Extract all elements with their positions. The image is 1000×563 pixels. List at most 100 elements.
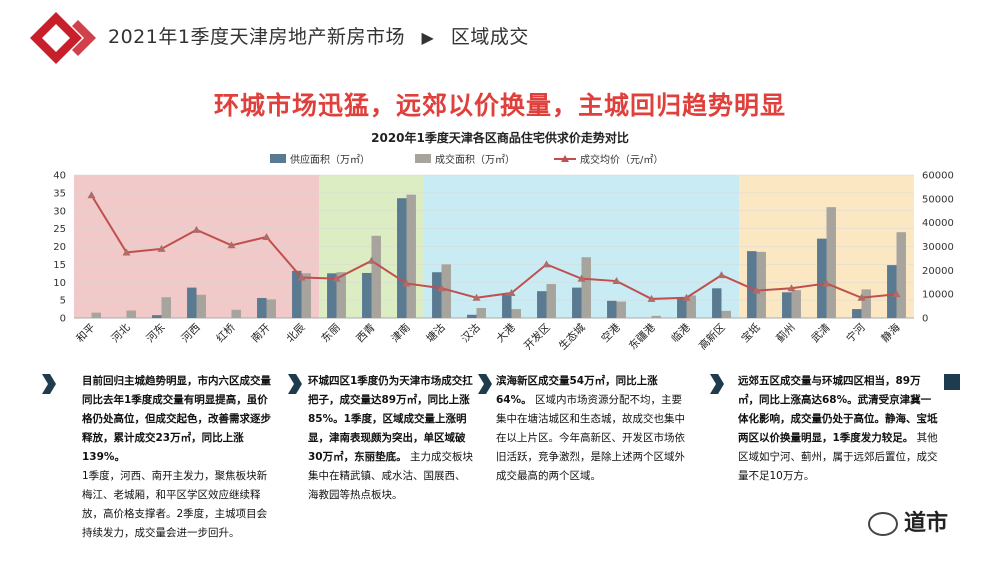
x-tick-label: 河东	[144, 321, 168, 345]
headline: 环城市场迅猛，远郊以价换量，主城回归趋势明显	[213, 91, 786, 120]
x-tick-label: 河西	[179, 322, 202, 345]
y-right-tick: 60000	[922, 171, 954, 182]
price-point	[647, 294, 656, 302]
bar	[397, 198, 407, 318]
price-point	[682, 293, 691, 301]
x-tick-label: 宝坻	[739, 321, 763, 345]
price-point	[332, 274, 341, 282]
header-title-text: 2021年1季度天津房地产新房市场	[108, 26, 405, 48]
bar	[406, 194, 416, 318]
wechat-icon	[868, 512, 898, 536]
chart-title: 2020年1季度天津各区商品住宅供求价走势对比	[371, 130, 629, 145]
x-tick-label: 大港	[494, 321, 518, 345]
bar	[187, 287, 197, 318]
legend-label: 成交面积（万㎡）	[435, 153, 515, 166]
bar	[686, 295, 696, 318]
column-suburbs-rest: 其他区域如宁河、蓟州，属于远郊后置位，成交量不足10万方。	[738, 432, 938, 482]
x-tick-label: 和平	[74, 322, 97, 345]
price-point	[542, 260, 551, 268]
bar	[896, 232, 906, 318]
price-point	[752, 286, 761, 294]
bar	[467, 314, 477, 318]
x-tick-label: 宁河	[844, 321, 868, 345]
price-point	[402, 279, 411, 287]
bar	[861, 289, 871, 318]
price-point	[367, 256, 376, 264]
price-point	[577, 274, 586, 282]
price-point	[87, 191, 96, 199]
y-left-tick: 20	[53, 242, 66, 253]
y-left-tick: 25	[53, 224, 66, 235]
bar	[152, 315, 162, 318]
column-main-city-rest: 1季度，河西、南开主发力，聚焦板块新梅江、老城厢，和平区学区效应继续释放，高价格…	[82, 470, 268, 539]
x-tick-label: 武清	[809, 321, 833, 345]
bar	[747, 251, 757, 318]
price-point	[787, 284, 796, 292]
y-left-tick: 30	[53, 206, 66, 217]
bar	[502, 294, 512, 318]
legend-marker	[561, 155, 569, 162]
bar	[511, 309, 521, 318]
legend-label: 成交均价（元/㎡）	[580, 153, 663, 166]
play-arrow-icon: ▶	[421, 28, 435, 47]
x-tick-label: 东丽	[319, 321, 343, 345]
bar	[231, 309, 241, 318]
bar	[196, 294, 206, 318]
bar	[336, 272, 346, 318]
y-left-tick: 10	[53, 278, 66, 289]
bar	[161, 297, 171, 318]
x-tick-label: 塘沽	[424, 321, 448, 345]
x-tick-label: 东疆港	[626, 321, 658, 353]
bar	[266, 299, 276, 318]
bar	[712, 288, 722, 318]
brand-watermark: 道市	[868, 505, 948, 537]
x-tick-label: 汉沽	[459, 321, 483, 345]
price-point	[892, 290, 901, 298]
bar	[852, 309, 862, 318]
column-binhai: 滨海新区成交量54万㎡，同比上涨64%。 区域内市场资源分配不均，主要集中在塘沽…	[496, 372, 692, 486]
bar	[651, 315, 661, 318]
price-point	[822, 279, 831, 287]
x-tick-label: 津南	[389, 321, 413, 345]
column-ring-city-lead: 环城四区1季度仍为天津市场成交扛把子，成交量达89万㎡，同比上涨85%。1季度，…	[308, 375, 473, 463]
x-tick-label: 西青	[354, 321, 378, 345]
y-right-tick: 10000	[922, 290, 954, 301]
bar	[607, 300, 617, 318]
price-line	[90, 194, 897, 300]
x-tick-label: 蓟州	[774, 321, 798, 345]
price-point	[857, 293, 866, 301]
price-point	[262, 232, 271, 240]
y-right-tick: 20000	[922, 266, 954, 277]
bar	[782, 292, 792, 318]
price-point	[437, 284, 446, 292]
y-left-tick: 35	[53, 188, 66, 199]
legend-label: 供应面积（万㎡）	[290, 153, 370, 166]
header-section-text: 区域成交	[450, 26, 529, 48]
legend-swatch	[270, 154, 286, 163]
bar	[791, 290, 801, 318]
column-binhai-rest: 区域内市场资源分配不均，主要集中在塘沽城区和生态城，故成交也集中在以上片区。今年…	[496, 394, 685, 482]
y-left-tick: 5	[60, 296, 66, 307]
bar	[756, 251, 766, 318]
y-left-tick: 15	[53, 260, 66, 271]
price-point	[192, 225, 201, 233]
bar	[432, 272, 442, 318]
bar	[572, 287, 582, 318]
bar	[362, 272, 372, 318]
column-main-city: 目前回归主城趋势明显，市内六区成交量同比去年1季度成交量有明显提高，虽价格仍处高…	[82, 372, 274, 543]
column-ring-city-rest: 主力成交板块集中在精武镇、咸水沽、国展西、海教园等热点板块。	[308, 451, 473, 501]
bar	[292, 270, 302, 318]
x-tick-label: 高新区	[696, 321, 727, 352]
x-tick-label: 河北	[109, 321, 133, 345]
brand-name: 道市	[904, 511, 949, 536]
price-point	[227, 241, 236, 249]
price-point	[612, 277, 621, 285]
price-point	[297, 273, 306, 281]
x-tick-label: 北辰	[284, 321, 308, 345]
bar	[301, 273, 311, 318]
bar	[537, 291, 547, 318]
bar	[257, 297, 267, 318]
x-tick-label: 南开	[249, 321, 273, 345]
price-point	[507, 288, 516, 296]
